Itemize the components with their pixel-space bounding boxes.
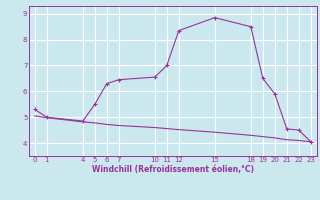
X-axis label: Windchill (Refroidissement éolien,°C): Windchill (Refroidissement éolien,°C) (92, 165, 254, 174)
